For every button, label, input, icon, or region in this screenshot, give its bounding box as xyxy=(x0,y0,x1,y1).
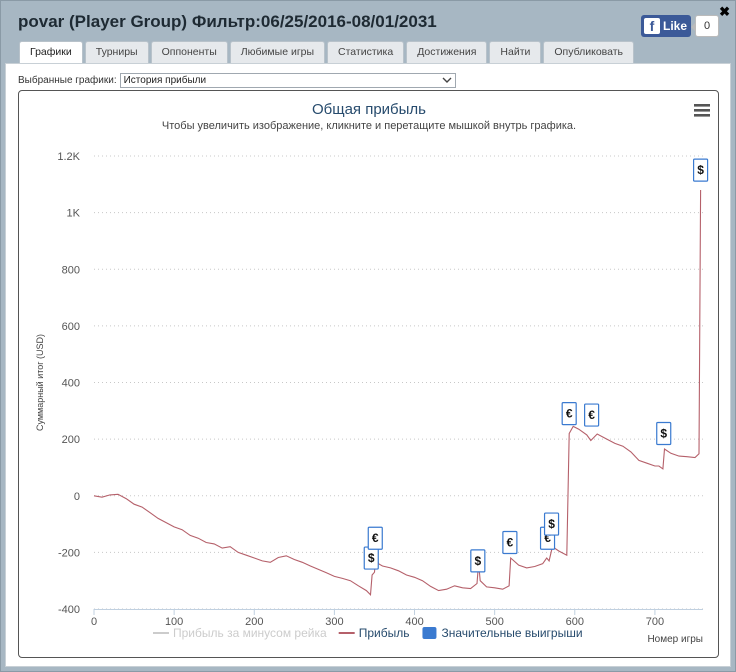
x-tick-label: 100 xyxy=(165,616,183,628)
significant-win-marker: $ xyxy=(692,158,709,182)
chart-axes: -400 -200 0 200 400 600 800 1K 1.2K 0 100 200 300 400… xyxy=(57,151,703,628)
legend-label: Прибыль за минусом рейка xyxy=(173,626,327,640)
significant-win-box xyxy=(584,403,600,427)
significant-win-marker: € xyxy=(561,402,577,426)
significant-win-box xyxy=(543,512,560,536)
y-tick-label: -400 xyxy=(58,604,80,616)
facebook-like-label: Like xyxy=(663,19,688,33)
significant-win-label: $ xyxy=(660,426,667,440)
significant-win-box xyxy=(692,158,709,182)
title-bar: povar (Player Group) Фильтр:06/25/2016-0… xyxy=(1,1,735,41)
x-tick-label: 500 xyxy=(485,616,503,628)
significant-win-label: € xyxy=(507,535,514,549)
significant-win-label: $ xyxy=(697,163,704,177)
y-tick-label: 1.2K xyxy=(57,151,80,163)
window-title: povar (Player Group) Фильтр:06/25/2016-0… xyxy=(18,12,437,31)
chart-selector-row: Выбранные графики: История прибыли xyxy=(18,73,456,88)
legend-swatch-box xyxy=(422,627,437,639)
series-line-profit xyxy=(93,189,702,597)
tab-bar: Графики Турниры Оппоненты Любимые игры С… xyxy=(19,41,636,64)
chart-selector-label: Выбранные графики: xyxy=(18,75,117,86)
chart-menu-icon[interactable] xyxy=(694,104,710,117)
chart-subtitle: Чтобы увеличить изображение, кликните и … xyxy=(162,120,576,132)
chart-selector-dropdown[interactable]: История прибыли xyxy=(119,73,456,88)
tab-statistics[interactable]: Статистика xyxy=(327,41,405,63)
significant-win-marker: € xyxy=(584,403,600,427)
significant-win-box xyxy=(656,421,672,446)
close-icon[interactable]: ✖ xyxy=(719,4,730,19)
tab-achievements[interactable]: Достижения xyxy=(406,41,488,63)
significant-win-box xyxy=(470,549,486,573)
facebook-like-button[interactable]: f Like xyxy=(641,15,691,37)
y-tick-label: -200 xyxy=(58,547,80,559)
chart-legend: Прибыль за минусом рейка Прибыль Значитель… xyxy=(153,626,583,640)
y-tick-label: 0 xyxy=(74,491,80,503)
chart-selector-value: История прибыли xyxy=(123,75,207,86)
significant-win-marker: $ xyxy=(470,549,486,573)
tab-favorite-games[interactable]: Любимые игры xyxy=(229,41,326,63)
x-tick-label: 600 xyxy=(566,616,584,628)
significant-win-marker: € xyxy=(502,530,518,555)
x-tick-label: 200 xyxy=(245,616,263,628)
chart-x-axis-label: Номер игры xyxy=(647,634,703,645)
legend-item: Прибыль xyxy=(338,626,410,640)
chart-title: Общая прибыль xyxy=(312,101,426,118)
y-tick-label: 600 xyxy=(62,321,80,333)
legend-item: Значительные выигрыши xyxy=(422,626,583,640)
x-tick-label: 700 xyxy=(646,616,664,628)
facebook-like-count: 0 xyxy=(691,15,719,37)
significant-wins: $€$€ €$€ €$$ xyxy=(363,158,709,573)
tab-charts[interactable]: Графики xyxy=(19,41,83,64)
y-tick-label: 400 xyxy=(62,378,80,390)
y-tick-label: 200 xyxy=(62,434,80,446)
y-tick-label: 800 xyxy=(62,264,80,276)
significant-win-label: $ xyxy=(368,551,375,565)
chevron-down-icon xyxy=(442,77,452,83)
significant-win-box xyxy=(367,526,383,550)
significant-win-marker: € xyxy=(367,526,383,550)
x-tick-label: 0 xyxy=(91,616,97,628)
significant-win-label: € xyxy=(566,407,573,421)
chart-grid xyxy=(94,155,703,610)
significant-win-label: € xyxy=(544,531,551,545)
significant-win-label: $ xyxy=(548,517,555,531)
profit-chart-svg: Общая прибыль Чтобы увеличить изображени… xyxy=(35,101,710,645)
significant-win-box xyxy=(502,530,518,555)
significant-win-label: € xyxy=(372,531,379,545)
significant-win-label: € xyxy=(588,408,595,422)
x-tick-label: 300 xyxy=(325,616,343,628)
significant-win-marker: $ xyxy=(656,421,672,446)
significant-win-box xyxy=(561,402,577,426)
legend-label: Прибыль xyxy=(359,626,410,640)
tab-opponents[interactable]: Оппоненты xyxy=(150,41,228,63)
chart-series xyxy=(93,189,702,597)
significant-win-marker: $ xyxy=(363,546,379,570)
significant-win-label: $ xyxy=(474,554,481,568)
charts-panel: Выбранные графики: История прибыли Общая… xyxy=(5,63,731,667)
profit-chart[interactable]: Общая прибыль Чтобы увеличить изображени… xyxy=(18,90,719,658)
legend-label: Значительные выигрыши xyxy=(441,626,582,640)
chart-y-axis-label: Суммарный итог (USD) xyxy=(35,334,45,431)
facebook-icon: f xyxy=(644,18,660,34)
tab-search[interactable]: Найти xyxy=(489,41,542,63)
legend-item: Прибыль за минусом рейка xyxy=(153,626,327,640)
tab-tournaments[interactable]: Турниры xyxy=(84,41,149,63)
tab-publish[interactable]: Опубликовать xyxy=(543,41,635,63)
y-tick-label: 1K xyxy=(67,208,81,220)
x-tick-label: 400 xyxy=(405,616,423,628)
significant-win-marker: $ xyxy=(543,512,560,536)
